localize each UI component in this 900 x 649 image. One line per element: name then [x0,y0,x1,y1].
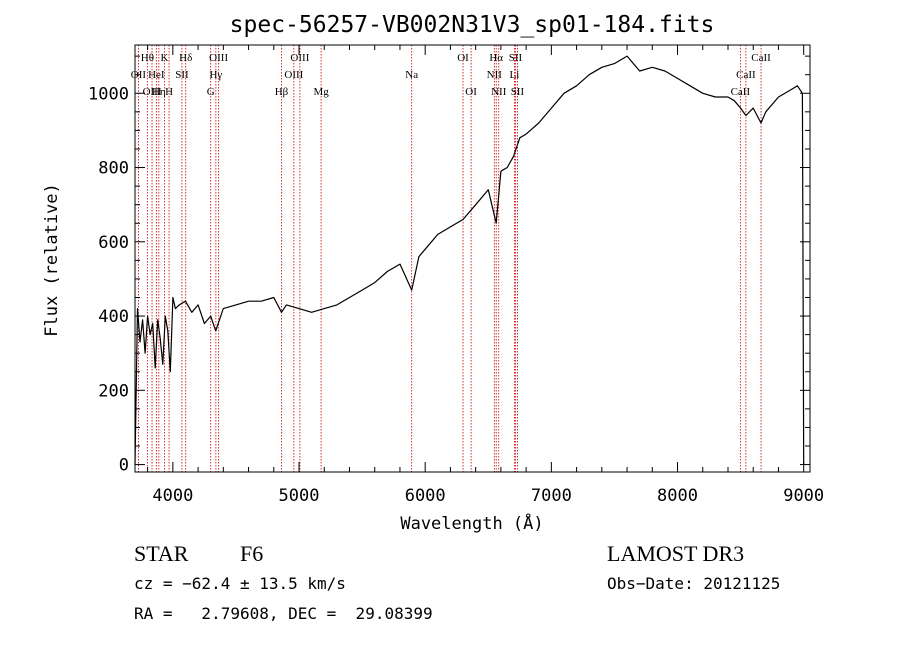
cz-value: cz = −62.4 ± 13.5 km/s [134,574,346,593]
line-marker-label: OI [465,86,477,98]
line-marker-label: Hη [152,86,166,98]
x-tick-label: 9000 [783,486,824,506]
spectrum-line [134,55,805,465]
obs-date: Obs−Date: 20121125 [607,574,780,593]
line-marker-label: Hβ [275,86,289,98]
x-tick-label: 6000 [405,486,446,506]
line-marker-label: Hδ [179,52,192,64]
line-marker-label: OIII [284,69,303,81]
line-marker-label: SII [509,52,523,64]
line-markers [138,45,762,472]
x-axis: 4000 5000 6000 7000 8000 9000 [147,45,824,506]
line-marker-label: Hγ [209,69,222,81]
coordinates: RA = 2.79608, DEC = 29.08399 [134,604,433,623]
subclass-label: F6 [240,541,263,566]
line-marker-label: OIII [290,52,309,64]
line-marker-label: OI [457,52,469,64]
plot-frame [134,44,811,473]
y-tick-label: 200 [98,381,129,401]
x-tick-label: 5000 [279,486,320,506]
line-marker-label: NII [491,86,507,98]
line-marker-label: CaII [736,69,756,81]
y-tick-label: 0 [119,456,129,476]
line-marker-label: NII [487,69,503,81]
y-axis-label: Flux (relative) [42,183,62,337]
y-tick-label: 400 [98,307,129,327]
line-marker-label: SII [175,69,189,81]
line-marker-labels: OIIHθOIIIHeIHηKHSIIHδGHγOIIIHβOIIIOIIIMg… [131,52,771,98]
line-marker-label: SII [511,86,525,98]
class-label: STAR [134,541,189,566]
y-tick-label: 1000 [88,84,129,104]
line-marker-label: G [207,86,215,98]
x-tick-label: 7000 [531,486,572,506]
x-tick-label: 4000 [152,486,193,506]
line-marker-label: CaII [731,86,751,98]
chart-title: spec-56257-VB002N31V3_sp01-184.fits [230,12,715,38]
y-tick-label: 600 [98,233,129,253]
line-marker-label: K [161,52,169,64]
x-tick-label: 8000 [657,486,698,506]
line-marker-label: OIII [209,52,228,64]
line-marker-label: Na [405,69,418,81]
x-axis-label: Wavelength (Å) [400,512,543,534]
line-marker-label: Hα [489,52,503,64]
line-marker-label: Hθ [141,52,154,64]
line-marker-label: H [165,86,173,98]
line-marker-label: HeI [148,69,165,81]
y-axis: 0 200 400 600 800 1000 [88,55,810,476]
y-tick-label: 800 [98,159,129,179]
line-marker-label: Mg [313,86,329,98]
line-marker-label: OIII [143,86,162,98]
line-marker-label: Li [509,69,519,81]
line-marker-label: CaII [751,52,771,64]
survey-label: LAMOST DR3 [607,541,744,566]
